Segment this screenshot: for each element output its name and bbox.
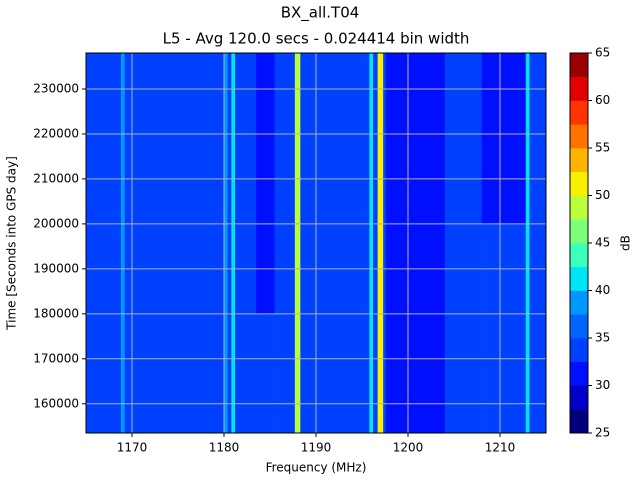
heatmap-cell [120,313,125,434]
heatmap-cell [481,313,527,434]
heatmap-cell [525,313,530,434]
heatmap-cell [385,313,446,434]
colorbar-swatch [570,314,588,339]
colorbar-swatch [570,53,588,78]
heatmap-cell [227,53,232,225]
heatmap-cell [385,53,446,225]
colorbar-tick-label: 50 [595,188,610,202]
plot-frame [85,52,547,434]
chart-title: BX_all.T04 [281,4,360,23]
colorbar-tick-label: 55 [595,141,610,155]
colorbar-tick-label: 60 [595,93,610,107]
colorbar-swatch [570,409,588,434]
heatmap-cell [377,313,384,434]
colorbar-tick-label: 45 [595,236,610,250]
heatmap-cell [481,53,527,225]
chart-subtitle: L5 - Avg 120.0 secs - 0.024414 bin width [163,30,470,48]
colorbar-swatch [570,124,588,149]
heatmap-cell [294,53,301,225]
heatmap-cell [373,53,378,225]
y-tick-label: 190000 [33,261,79,275]
heatmap-cell [377,53,384,225]
y-tick-label: 230000 [33,81,79,95]
x-tick-label: 1210 [485,441,516,455]
heatmap-cell [235,53,257,225]
heatmap-cell [86,53,122,225]
heatmap-cell [383,313,387,434]
y-tick-label: 160000 [33,396,79,410]
heatmap-cell [120,53,125,225]
x-axis-label: Frequency (MHz) [266,461,367,475]
x-tick-label: 1170 [117,441,148,455]
colorbar-swatch [570,100,588,125]
heatmap-cell [274,53,296,225]
x-tick-label: 1180 [209,441,240,455]
x-tick-label: 1200 [393,441,424,455]
colorbar-swatch [570,385,588,410]
y-tick-label: 200000 [33,216,79,230]
heatmap-cell [300,313,370,434]
heatmap-cell [124,313,225,434]
heatmap-cell [383,53,387,225]
colorbar-tick-label: 35 [595,331,610,345]
heatmap-cell [124,53,225,225]
heatmap-cell [231,53,236,225]
heatmap-cell [274,313,296,434]
heatmap-cell [227,313,232,434]
heatmap-cell [444,313,482,434]
colorbar-tick-label: 30 [595,378,610,392]
colorbar-swatch [570,266,588,291]
colorbar-swatch [570,361,588,386]
colorbar-swatch [570,219,588,244]
y-tick-label: 170000 [33,351,79,365]
colorbar-swatch [570,243,588,268]
heatmap-cell [373,313,378,434]
heatmap-cell [444,53,482,225]
colorbar-tick-label: 25 [595,426,610,440]
y-tick-label: 210000 [33,171,79,185]
heatmap-cell [86,313,122,434]
heatmap-cell [369,313,374,434]
heatmap-cell [256,313,275,434]
colorbar-swatch [570,171,588,196]
y-tick-label: 180000 [33,306,79,320]
heatmap-cell [529,53,547,225]
y-tick-label: 220000 [33,126,79,140]
colorbar-swatch [570,76,588,101]
heatmap-cell [224,53,228,225]
colorbar-swatch [570,338,588,363]
heatmap-cell [525,53,530,225]
colorbar-swatch [570,148,588,173]
colorbar-label: dB [619,235,633,251]
heatmap-cell [231,313,236,434]
heatmap-cell [369,53,374,225]
colorbar-swatch [570,290,588,315]
heatmap-cell [235,313,257,434]
heatmap-cell [294,313,301,434]
colorbar-swatch [570,195,588,220]
y-axis-label: Time [Seconds into GPS day] [5,156,19,331]
heatmap-cell [224,313,228,434]
heatmap-cell [300,53,370,225]
colorbar-tick-label: 65 [595,46,610,60]
colorbar-tick-label: 40 [595,283,610,297]
x-tick-label: 1190 [301,441,332,455]
heatmap-cell [256,53,275,225]
heatmap-cell [529,313,547,434]
